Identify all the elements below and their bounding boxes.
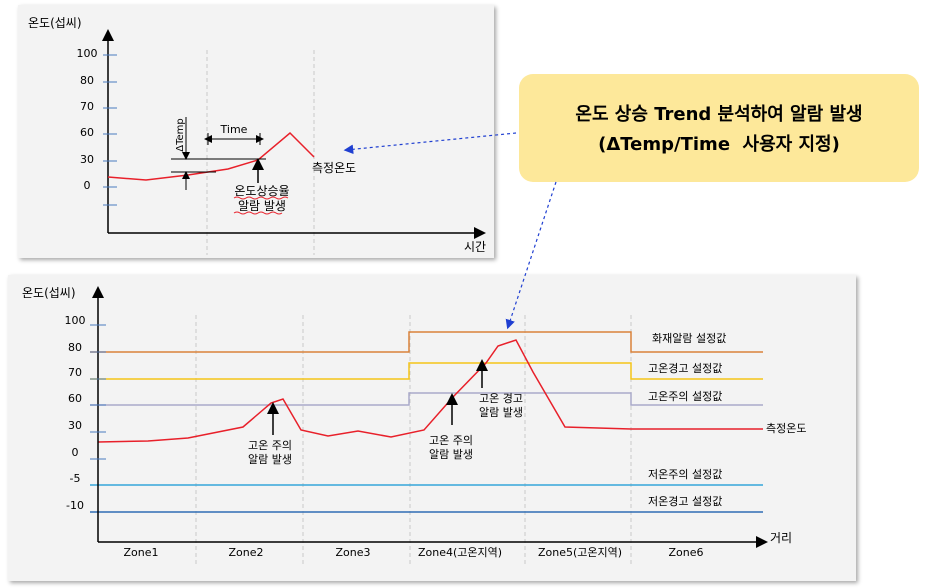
high-warning-threshold-label: 고온경고 설정값 — [648, 362, 722, 375]
top-y-axis-label: 온도(섭씨) — [28, 16, 82, 30]
top-measured-temp-line — [107, 131, 315, 181]
top-y-tick-label: 80 — [80, 74, 94, 87]
top-measured-temp-label: 측정온도 — [312, 161, 356, 175]
zone2-caution-label-1: 고온 주의 — [248, 439, 292, 452]
top-y-tick-label: 70 — [80, 100, 94, 113]
high-caution-threshold-line — [90, 392, 763, 406]
bottom-y-axis-label: 온도(섭씨) — [22, 286, 76, 300]
zone2-caution-label-2: 알람 발생 — [248, 452, 292, 466]
bottom-y-tick-label: 60 — [68, 392, 82, 405]
bottom-y-tick-label: -10 — [66, 499, 84, 512]
callout-line-1: 온도 상승 Trend 분석하여 알람 발생 — [575, 104, 863, 125]
top-y-tick-label: 60 — [80, 126, 94, 139]
high-caution-threshold-label: 고온주의 설정값 — [648, 390, 722, 403]
fire-alarm-threshold-line — [90, 331, 763, 353]
low-caution-threshold-label: 저온주의 설정값 — [648, 468, 722, 481]
callout-line-2: (ΔTemp/Time 사용자 지정) — [598, 134, 840, 155]
zone4-warning-label-2: 알람 발생 — [479, 405, 523, 419]
delta-temp-label: ΔTemp — [175, 118, 186, 152]
zone-label: Zone4(고온지역) — [418, 546, 502, 559]
zone-label: Zone6 — [668, 546, 703, 559]
spellcheck-underline-2 — [233, 211, 283, 215]
bottom-y-tick-label: 70 — [68, 366, 82, 379]
bottom-measured-temp-line — [97, 339, 763, 443]
zone-label: Zone5(고온지역) — [538, 546, 622, 559]
time-label: Time — [220, 123, 248, 136]
zone-label: Zone1 — [123, 546, 158, 559]
bottom-x-axis-label: 거리 — [770, 531, 792, 545]
bottom-y-tick-label: 80 — [68, 341, 82, 354]
spellcheck-underline-1 — [233, 196, 289, 200]
bottom-y-tick-label: 100 — [65, 314, 86, 327]
trend-alarm-callout: 온도 상승 Trend 분석하여 알람 발생 (ΔTemp/Time 사용자 지… — [519, 74, 919, 182]
rise-alarm-label-1: 온도상승율 — [234, 184, 289, 198]
low-warning-threshold-label: 저온경고 설정값 — [648, 495, 722, 508]
zone-label: Zone2 — [228, 546, 263, 559]
bottom-chart: 100 80 70 60 30 0 -5 -10 온도(섭씨) 거리 Zone1… — [22, 286, 806, 565]
top-y-tick-label: 0 — [84, 179, 91, 192]
top-y-tick-label: 100 — [77, 47, 98, 60]
zone-label: Zone3 — [335, 546, 370, 559]
bottom-y-tick-label: 0 — [72, 446, 79, 459]
high-warning-threshold-line — [90, 362, 763, 380]
bottom-y-tick-label: -5 — [70, 472, 81, 485]
zone4-warning-label-1: 고온 경고 — [479, 392, 523, 405]
top-chart: 100 80 70 60 30 0 온도(섭씨) 시간 ΔTemp Time 온… — [28, 16, 486, 255]
callout-to-top-chart-arrow — [343, 132, 517, 155]
measured-temp-label: 측정온도 — [766, 422, 806, 435]
zone4-caution-label-2: 알람 발생 — [429, 447, 473, 461]
top-y-tick-label: 30 — [80, 153, 94, 166]
bottom-y-tick-label: 30 — [68, 419, 82, 432]
bottom-chart-panel: 100 80 70 60 30 0 -5 -10 온도(섭씨) 거리 Zone1… — [8, 275, 856, 581]
callout-to-bottom-chart-arrow — [505, 181, 557, 330]
top-x-axis-label: 시간 — [464, 240, 486, 254]
fire-alarm-threshold-label: 화재알람 설정값 — [652, 331, 726, 345]
zone4-caution-label-1: 고온 주의 — [429, 434, 473, 447]
rise-alarm-label-2: 알람 발생 — [238, 199, 286, 213]
top-chart-panel: 100 80 70 60 30 0 온도(섭씨) 시간 ΔTemp Time 온… — [18, 5, 494, 258]
